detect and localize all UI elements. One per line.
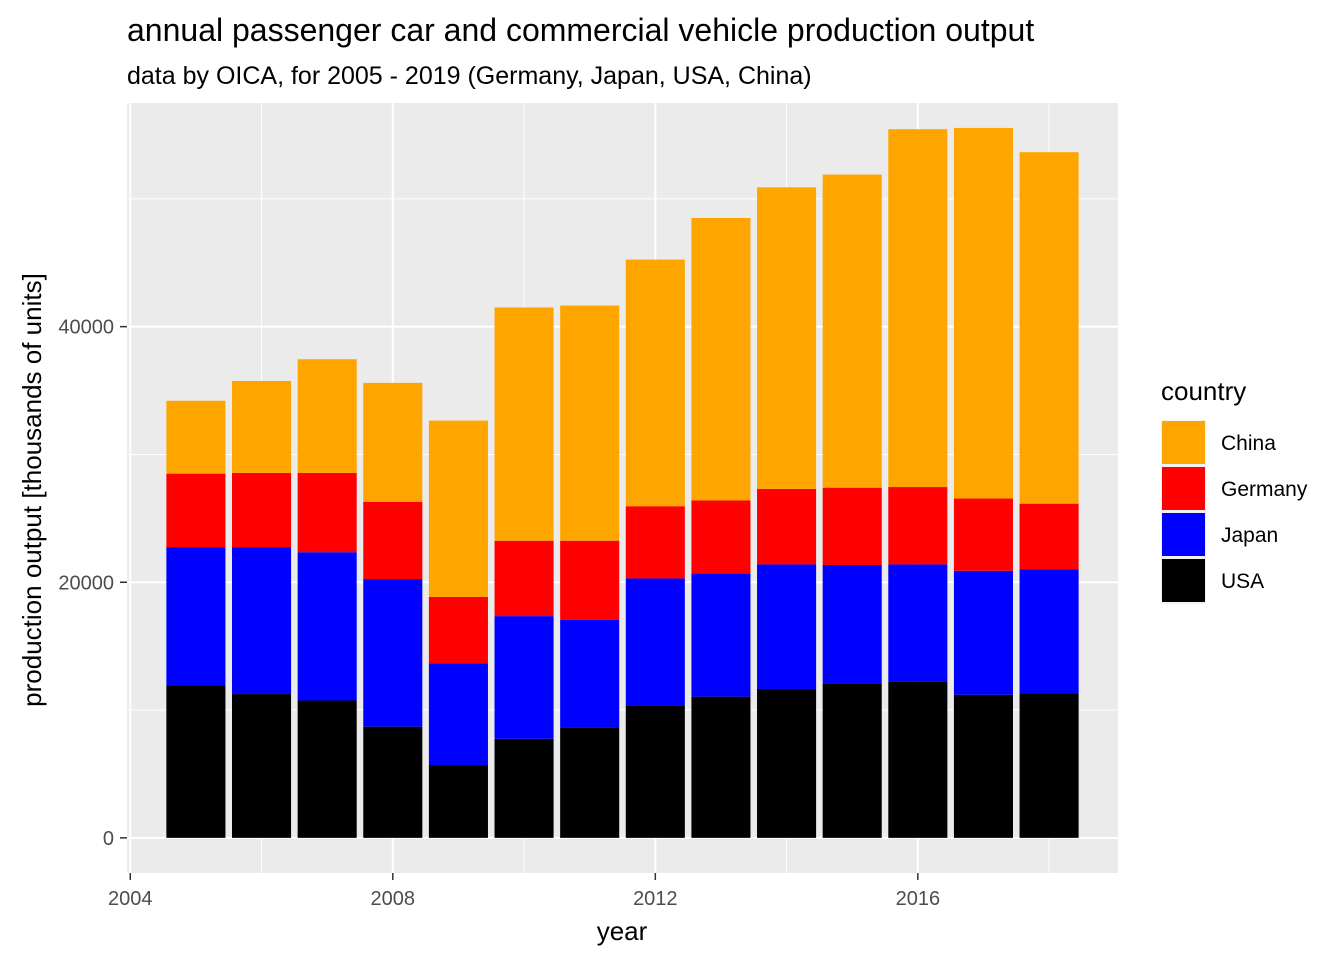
x-tick-label: 2012 xyxy=(633,888,678,910)
bar-china-2008 xyxy=(363,382,423,502)
y-tick-label: 40000 xyxy=(58,317,114,339)
bar-japan-2007 xyxy=(297,552,357,701)
y-axis-title: production output [thousands of units] xyxy=(17,273,47,707)
legend-label-china: China xyxy=(1221,432,1276,455)
bar-usa-2013 xyxy=(691,696,751,838)
bar-japan-2009 xyxy=(428,663,488,766)
x-tick-label: 2016 xyxy=(896,888,941,910)
bar-japan-2011 xyxy=(560,619,620,728)
legend-title: country xyxy=(1161,376,1246,406)
legend-items: China Germany Japan USA xyxy=(1161,420,1308,604)
bar-japan-2016 xyxy=(888,564,948,682)
legend-swatch-japan xyxy=(1162,513,1205,556)
y-tick-label: 0 xyxy=(103,828,114,850)
bar-germany-2016 xyxy=(888,487,948,565)
bar-japan-2018 xyxy=(1019,569,1079,694)
plot-panel xyxy=(127,103,1118,873)
bar-usa-2007 xyxy=(297,700,357,838)
bar-germany-2005 xyxy=(166,473,226,548)
bar-china-2016 xyxy=(888,129,948,488)
bar-germany-2017 xyxy=(953,498,1013,571)
bar-china-2007 xyxy=(297,359,357,473)
bar-china-2013 xyxy=(691,218,751,501)
bar-germany-2006 xyxy=(232,472,292,548)
bar-china-2015 xyxy=(822,174,882,488)
legend-label-usa: USA xyxy=(1221,570,1264,593)
bar-germany-2011 xyxy=(560,540,620,620)
bar-stacks xyxy=(166,127,1079,838)
bar-germany-2009 xyxy=(428,596,488,664)
bar-japan-2014 xyxy=(757,564,817,689)
bar-usa-2015 xyxy=(822,683,882,838)
bar-usa-2005 xyxy=(166,685,226,838)
bar-usa-2009 xyxy=(428,765,488,838)
legend-label-japan: Japan xyxy=(1221,524,1278,547)
bar-japan-2008 xyxy=(363,579,423,727)
x-axis-title: year xyxy=(597,916,648,946)
bar-usa-2016 xyxy=(888,681,948,838)
bar-usa-2010 xyxy=(494,738,554,838)
bar-japan-2005 xyxy=(166,547,226,686)
bar-usa-2018 xyxy=(1019,693,1079,838)
bar-japan-2012 xyxy=(625,578,685,706)
chart-subtitle: data by OICA, for 2005 - 2019 (Germany, … xyxy=(127,62,812,90)
bar-china-2006 xyxy=(232,380,292,473)
x-tick-label: 2004 xyxy=(108,888,153,910)
bar-germany-2008 xyxy=(363,501,423,580)
bar-china-2017 xyxy=(953,127,1013,499)
bar-china-2012 xyxy=(625,259,685,507)
bar-germany-2010 xyxy=(494,540,554,617)
chart-title: annual passenger car and commercial vehi… xyxy=(127,12,1034,48)
x-tick-label: 2008 xyxy=(371,888,416,910)
legend-label-germany: Germany xyxy=(1221,478,1308,501)
bar-china-2018 xyxy=(1019,152,1079,504)
bar-japan-2017 xyxy=(953,570,1013,695)
legend: country China Germany Japan USA xyxy=(1161,376,1308,604)
bar-germany-2015 xyxy=(822,487,882,565)
bar-japan-2015 xyxy=(822,565,882,684)
bar-china-2014 xyxy=(757,187,817,489)
bar-usa-2011 xyxy=(560,727,620,838)
bar-usa-2006 xyxy=(232,694,292,838)
bar-usa-2014 xyxy=(757,688,817,838)
legend-swatch-china xyxy=(1162,421,1205,464)
bar-china-2009 xyxy=(428,420,488,597)
bar-japan-2006 xyxy=(232,547,292,695)
bar-japan-2013 xyxy=(691,573,751,697)
bar-usa-2012 xyxy=(625,705,685,838)
bar-usa-2017 xyxy=(953,694,1013,838)
bar-usa-2008 xyxy=(363,726,423,838)
bar-china-2010 xyxy=(494,307,554,541)
bar-germany-2007 xyxy=(297,472,357,553)
legend-swatch-usa xyxy=(1162,559,1205,602)
bar-germany-2014 xyxy=(757,488,817,565)
bar-japan-2010 xyxy=(494,616,554,739)
bar-germany-2013 xyxy=(691,500,751,574)
y-tick-label: 20000 xyxy=(58,572,114,594)
bar-china-2011 xyxy=(560,305,620,541)
bar-germany-2018 xyxy=(1019,503,1079,570)
bar-china-2005 xyxy=(166,400,226,474)
legend-swatch-germany xyxy=(1162,467,1205,510)
bar-germany-2012 xyxy=(625,506,685,579)
axis-ticks: 2004 2008 2012 2016 0 20000 40000 xyxy=(58,317,940,910)
